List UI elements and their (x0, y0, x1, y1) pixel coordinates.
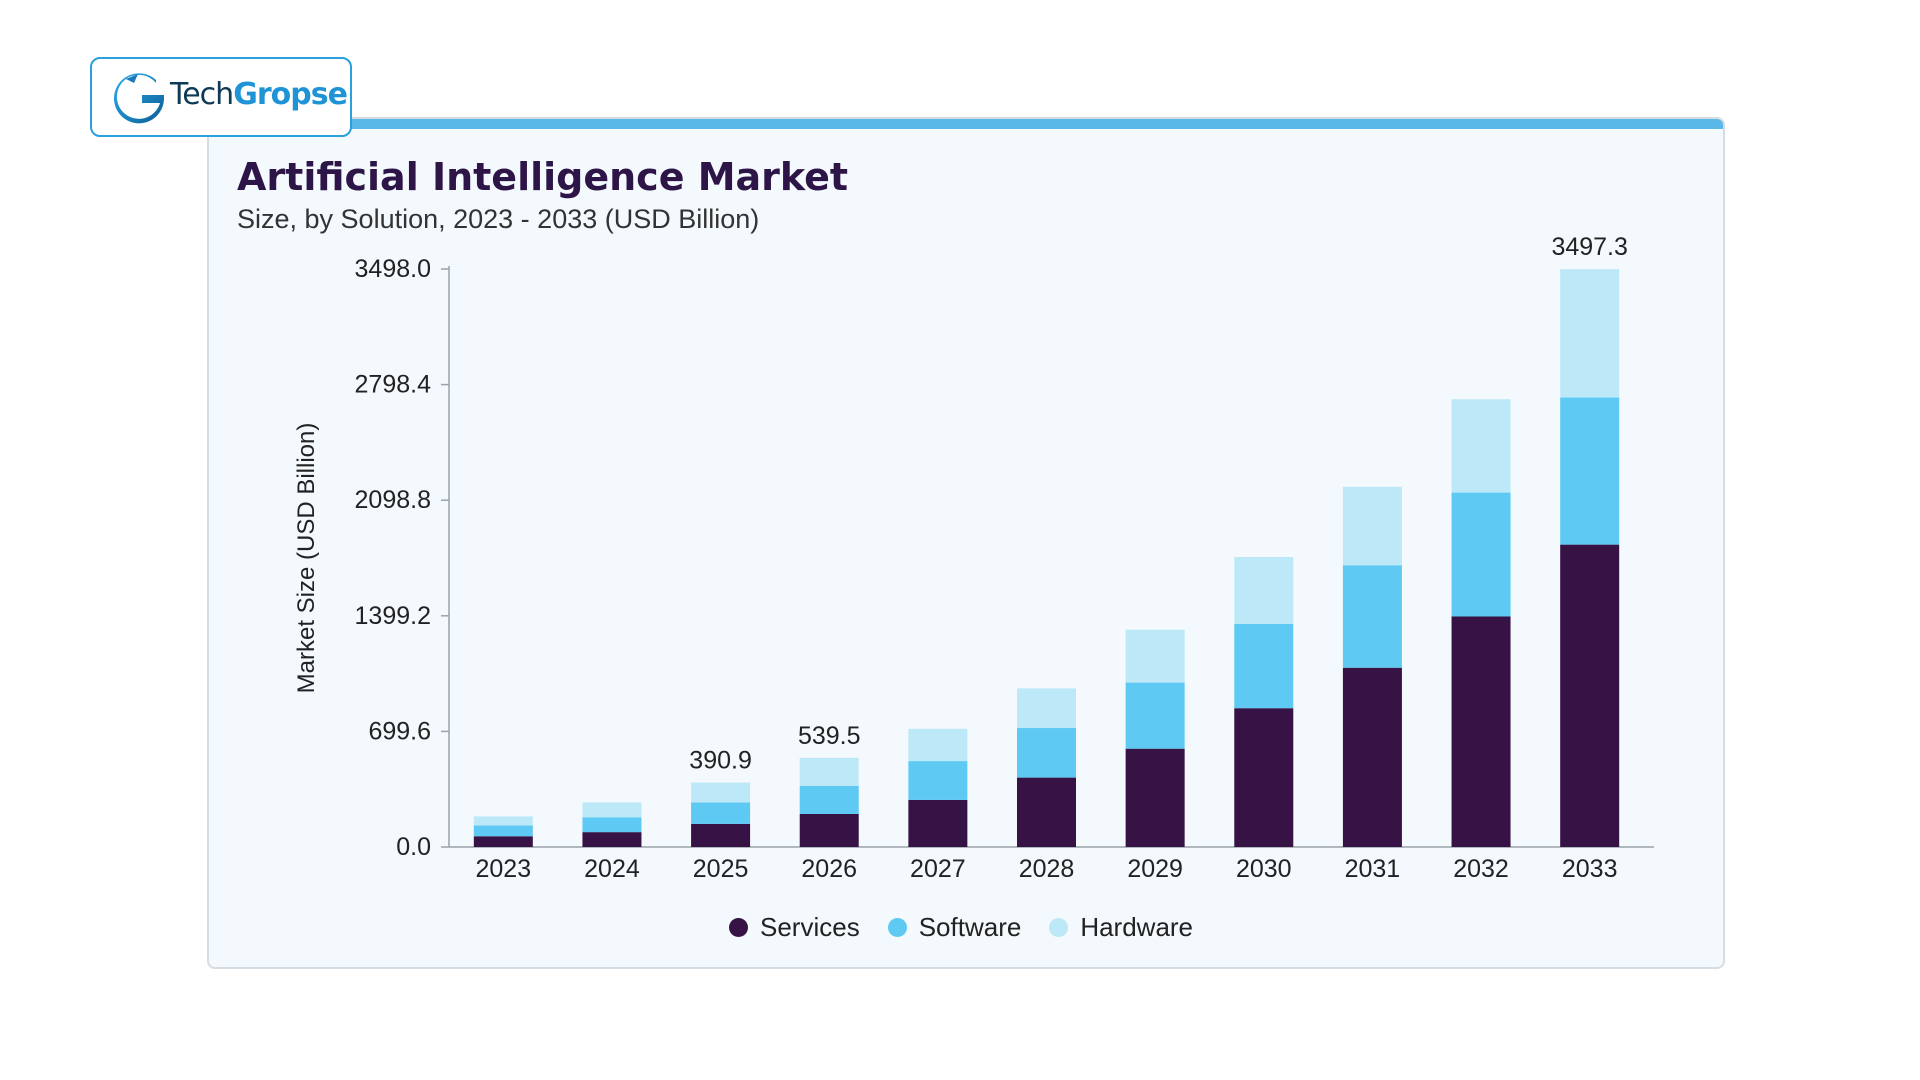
y-axis-title: Market Size (USD Billion) (293, 423, 320, 694)
bar-hardware-2024 (582, 802, 642, 818)
bar-software-2033 (1560, 397, 1620, 545)
y-tick-label: 2798.4 (355, 371, 432, 399)
bar-hardware-2029 (1125, 629, 1185, 683)
legend-item-software: Software (887, 912, 1022, 943)
bar-software-2028 (1017, 728, 1076, 778)
bar-software-2024 (582, 817, 642, 833)
techgropse-logo: TechGropse (90, 57, 352, 137)
bar-software-2027 (908, 761, 968, 800)
bar-services-2024 (582, 832, 642, 847)
x-tick-label: 2023 (476, 855, 532, 883)
bar-services-2033 (1560, 544, 1620, 847)
bar-software-2030 (1234, 623, 1294, 709)
x-tick-label: 2030 (1236, 855, 1292, 883)
legend-swatch-software (887, 918, 907, 937)
legend-item-hardware: Hardware (1049, 912, 1193, 943)
legend-swatch-hardware (1049, 918, 1069, 937)
bar-hardware-2032 (1451, 399, 1511, 493)
bar-hardware-2028 (1017, 688, 1076, 729)
x-tick-label: 2027 (910, 855, 966, 883)
bar-hardware-2026 (799, 757, 859, 786)
card-accent-bar (209, 119, 1723, 129)
legend-item-services: Services (729, 912, 860, 943)
bar-software-2029 (1125, 682, 1185, 749)
bar-services-2026 (799, 813, 859, 847)
x-tick-label: 2025 (693, 855, 749, 883)
bar-software-2031 (1342, 565, 1402, 668)
g-logo-icon (114, 73, 165, 124)
bar-chart: 0.0 699.6 1399.2 2098.8 2798.4 3498.0 Market S… (293, 233, 1654, 883)
chart-labels: 2023 2024 2025 2026 2027 2028 2029 2030 2031 2032… (476, 233, 1628, 883)
x-tick-label: 2032 (1453, 855, 1509, 883)
y-tick-label: 699.6 (368, 717, 431, 745)
bar-hardware-2031 (1342, 486, 1402, 566)
y-tick-label: 1399.2 (355, 602, 431, 630)
bar-software-2023 (473, 825, 533, 837)
data-label-2026: 539.5 (798, 722, 861, 750)
data-label-2033: 3497.3 (1551, 233, 1627, 261)
x-tick-label: 2029 (1127, 855, 1183, 883)
legend-label-software: Software (918, 912, 1022, 942)
chart-card: Artificial Intelligence Market Size, by … (207, 117, 1725, 969)
x-tick-label: 2024 (584, 855, 640, 883)
y-tick-label: 2098.8 (355, 486, 431, 514)
bar-services-2032 (1451, 616, 1511, 847)
chart-axes: 0.0 699.6 1399.2 2098.8 2798.4 3498.0 Market S… (293, 255, 1654, 861)
bar-software-2025 (691, 802, 751, 824)
legend-swatch-services (729, 918, 748, 937)
bar-services-2025 (691, 823, 751, 847)
logo-wordmark: TechGropse (170, 77, 348, 112)
x-tick-label: 2033 (1562, 855, 1618, 883)
x-tick-label: 2031 (1345, 855, 1401, 883)
bar-services-2027 (908, 799, 968, 847)
bar-services-2031 (1342, 667, 1402, 847)
x-tick-label: 2026 (801, 855, 857, 883)
bar-software-2026 (799, 785, 859, 814)
data-label-2025: 390.9 (689, 747, 752, 775)
bar-hardware-2025 (691, 782, 751, 803)
bar-services-2030 (1234, 708, 1294, 847)
chart-bars (473, 269, 1620, 847)
bar-hardware-2023 (473, 816, 533, 826)
y-tick-label: 3498.0 (355, 255, 431, 283)
legend-label-hardware: Hardware (1080, 912, 1194, 942)
bar-hardware-2033 (1560, 269, 1620, 398)
chart-legend: Services Software Hardware (729, 912, 1193, 943)
y-tick-label: 0.0 (396, 833, 431, 861)
legend-label-services: Services (760, 912, 860, 942)
chart-subtitle: Size, by Solution, 2023 - 2033 (USD Bill… (237, 204, 760, 234)
bar-hardware-2030 (1234, 557, 1294, 624)
x-tick-label: 2028 (1019, 855, 1075, 883)
bar-services-2023 (473, 836, 533, 847)
bar-services-2028 (1017, 777, 1076, 847)
bar-services-2029 (1125, 748, 1185, 847)
bar-hardware-2027 (908, 728, 968, 762)
bar-software-2032 (1451, 492, 1511, 617)
chart-title: Artificial Intelligence Market (237, 155, 849, 199)
